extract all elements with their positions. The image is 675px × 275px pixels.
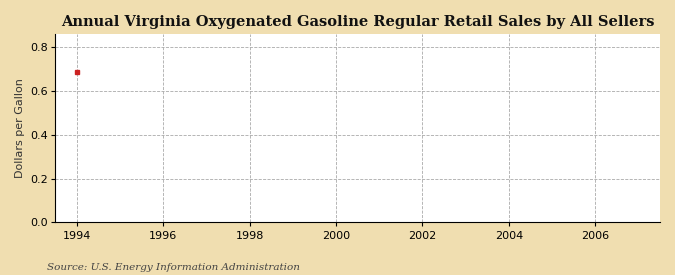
Text: Source: U.S. Energy Information Administration: Source: U.S. Energy Information Administ… bbox=[47, 263, 300, 272]
Y-axis label: Dollars per Gallon: Dollars per Gallon bbox=[15, 78, 25, 178]
Title: Annual Virginia Oxygenated Gasoline Regular Retail Sales by All Sellers: Annual Virginia Oxygenated Gasoline Regu… bbox=[61, 15, 654, 29]
